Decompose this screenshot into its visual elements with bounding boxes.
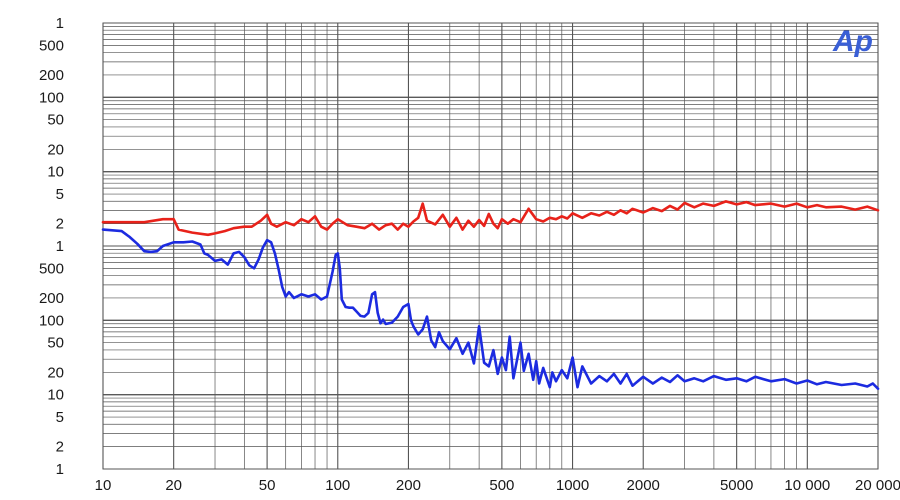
- y-axis-tick-labels: 1 2 5 10 20 50 100 200 500 1 2 5 10 20 50 100 200 500 1: [39, 15, 64, 478]
- x-tick-label: 50: [259, 477, 276, 494]
- x-tick-label: 2000: [627, 477, 660, 494]
- y-tick-label: 2: [56, 216, 64, 233]
- x-tick-label: 20 000: [855, 477, 900, 494]
- x-tick-label: 500: [489, 477, 514, 494]
- y-tick-label: 10: [47, 164, 64, 181]
- y-tick-label: 200: [39, 290, 64, 307]
- y-tick-label: 500: [39, 260, 64, 277]
- chart-grid: [102, 22, 879, 470]
- x-tick-label: 1000: [556, 477, 589, 494]
- brand-logo: Ap: [832, 25, 873, 58]
- y-tick-label: 20: [47, 364, 64, 381]
- y-tick-label: 5: [56, 186, 64, 203]
- y-tick-label: 50: [47, 112, 64, 129]
- y-tick-label: 100: [39, 89, 64, 106]
- x-tick-label: 10 000: [784, 477, 830, 494]
- series-line-2: [101, 228, 880, 390]
- x-tick-label: 20: [165, 477, 182, 494]
- y-tick-label: 2: [56, 439, 64, 456]
- y-tick-label: 1: [56, 15, 64, 32]
- plot-frame: [102, 22, 879, 470]
- y-tick-label: 10: [47, 387, 64, 404]
- y-tick-label: 50: [47, 335, 64, 352]
- y-tick-label: 200: [39, 67, 64, 84]
- chart-series: [101, 200, 880, 390]
- y-tick-label: 5: [56, 409, 64, 426]
- y-tick-label: 20: [47, 141, 64, 158]
- y-tick-label: 1: [56, 461, 64, 478]
- x-tick-label: 100: [325, 477, 350, 494]
- x-tick-label: 5000: [720, 477, 753, 494]
- y-tick-label: 1: [56, 238, 64, 255]
- y-tick-label: 100: [39, 312, 64, 329]
- x-tick-label: 200: [396, 477, 421, 494]
- y-tick-label: 500: [39, 37, 64, 54]
- x-tick-label: 10: [95, 477, 112, 494]
- x-axis-tick-labels: 10 20 50 100 200 500 1000 2000 5000 10 000 20 000: [95, 477, 900, 494]
- series-line-1: [101, 200, 880, 237]
